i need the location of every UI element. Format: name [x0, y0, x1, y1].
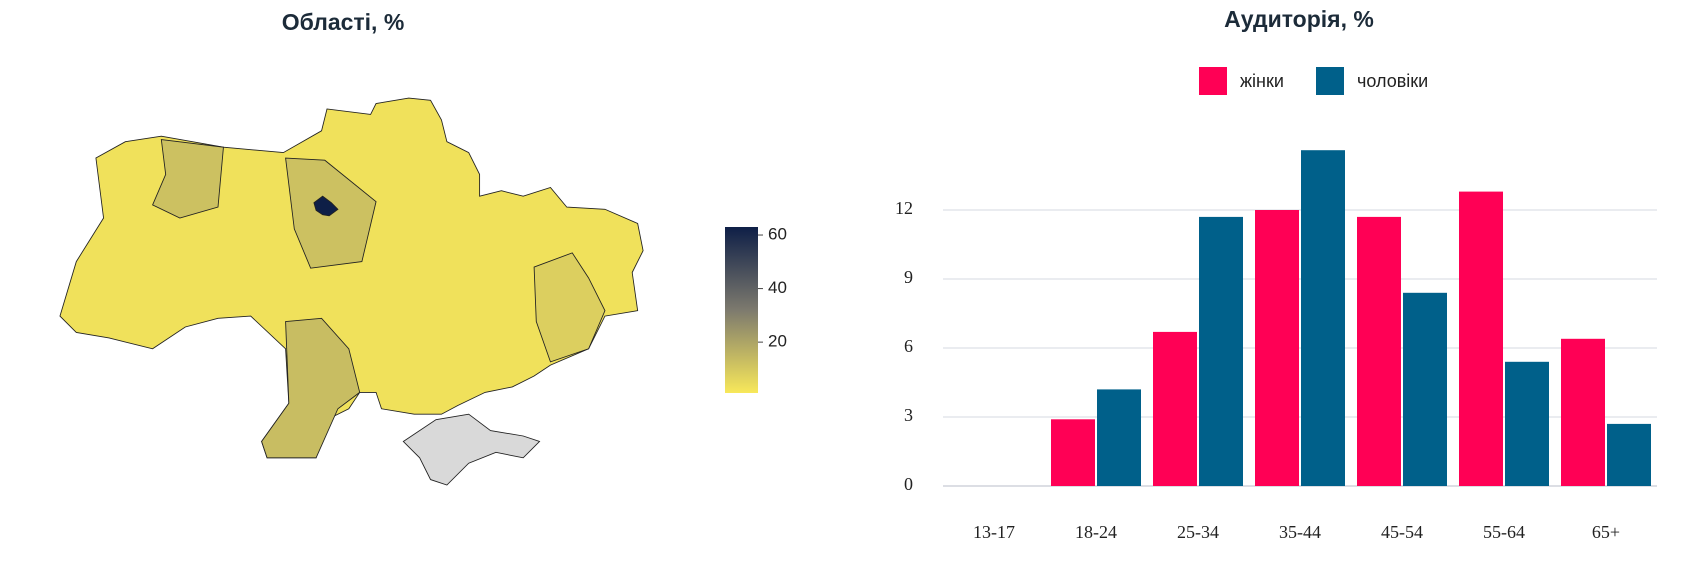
region: [402, 413, 541, 486]
region: [533, 252, 606, 363]
bar: [1403, 292, 1447, 486]
y-tick-label: 6: [904, 336, 913, 356]
bar: [1459, 191, 1503, 486]
x-tick-label: 35-44: [1279, 522, 1321, 542]
bar: [1301, 150, 1345, 486]
legend-label: чоловіки: [1357, 71, 1428, 91]
legend-swatch: [1316, 67, 1344, 95]
x-tick-label: 55-64: [1483, 522, 1525, 542]
x-tick-label: 45-54: [1381, 522, 1423, 542]
x-tick-label: 65+: [1592, 522, 1620, 542]
region: [152, 139, 224, 219]
chart-title: Області, %: [282, 9, 405, 35]
bar: [1097, 389, 1141, 486]
chart-title: Аудиторія, %: [1224, 6, 1374, 32]
legend-label: жінки: [1240, 71, 1284, 91]
bar: [1505, 361, 1549, 486]
y-tick-label: 0: [904, 474, 913, 494]
colorbar: [725, 227, 758, 393]
x-tick-label: 25-34: [1177, 522, 1219, 542]
legend-swatch: [1199, 67, 1227, 95]
colorbar-tick-label: 60: [768, 225, 787, 244]
colorbar-tick-label: 20: [768, 332, 787, 351]
y-tick-label: 3: [904, 405, 913, 425]
bar: [1051, 419, 1095, 486]
region: [261, 317, 361, 459]
bar: [1561, 338, 1605, 486]
colorbar-tick-label: 40: [768, 278, 787, 297]
y-tick-label: 9: [904, 267, 913, 287]
region: [313, 195, 339, 217]
y-tick-label: 12: [895, 198, 913, 218]
bar: [1255, 210, 1299, 486]
map: [59, 97, 644, 486]
bar: [1153, 331, 1197, 486]
bar: [1357, 216, 1401, 486]
bar: [1607, 423, 1651, 486]
x-tick-label: 18-24: [1075, 522, 1117, 542]
bar: [1199, 216, 1243, 486]
x-tick-label: 13-17: [973, 522, 1015, 542]
